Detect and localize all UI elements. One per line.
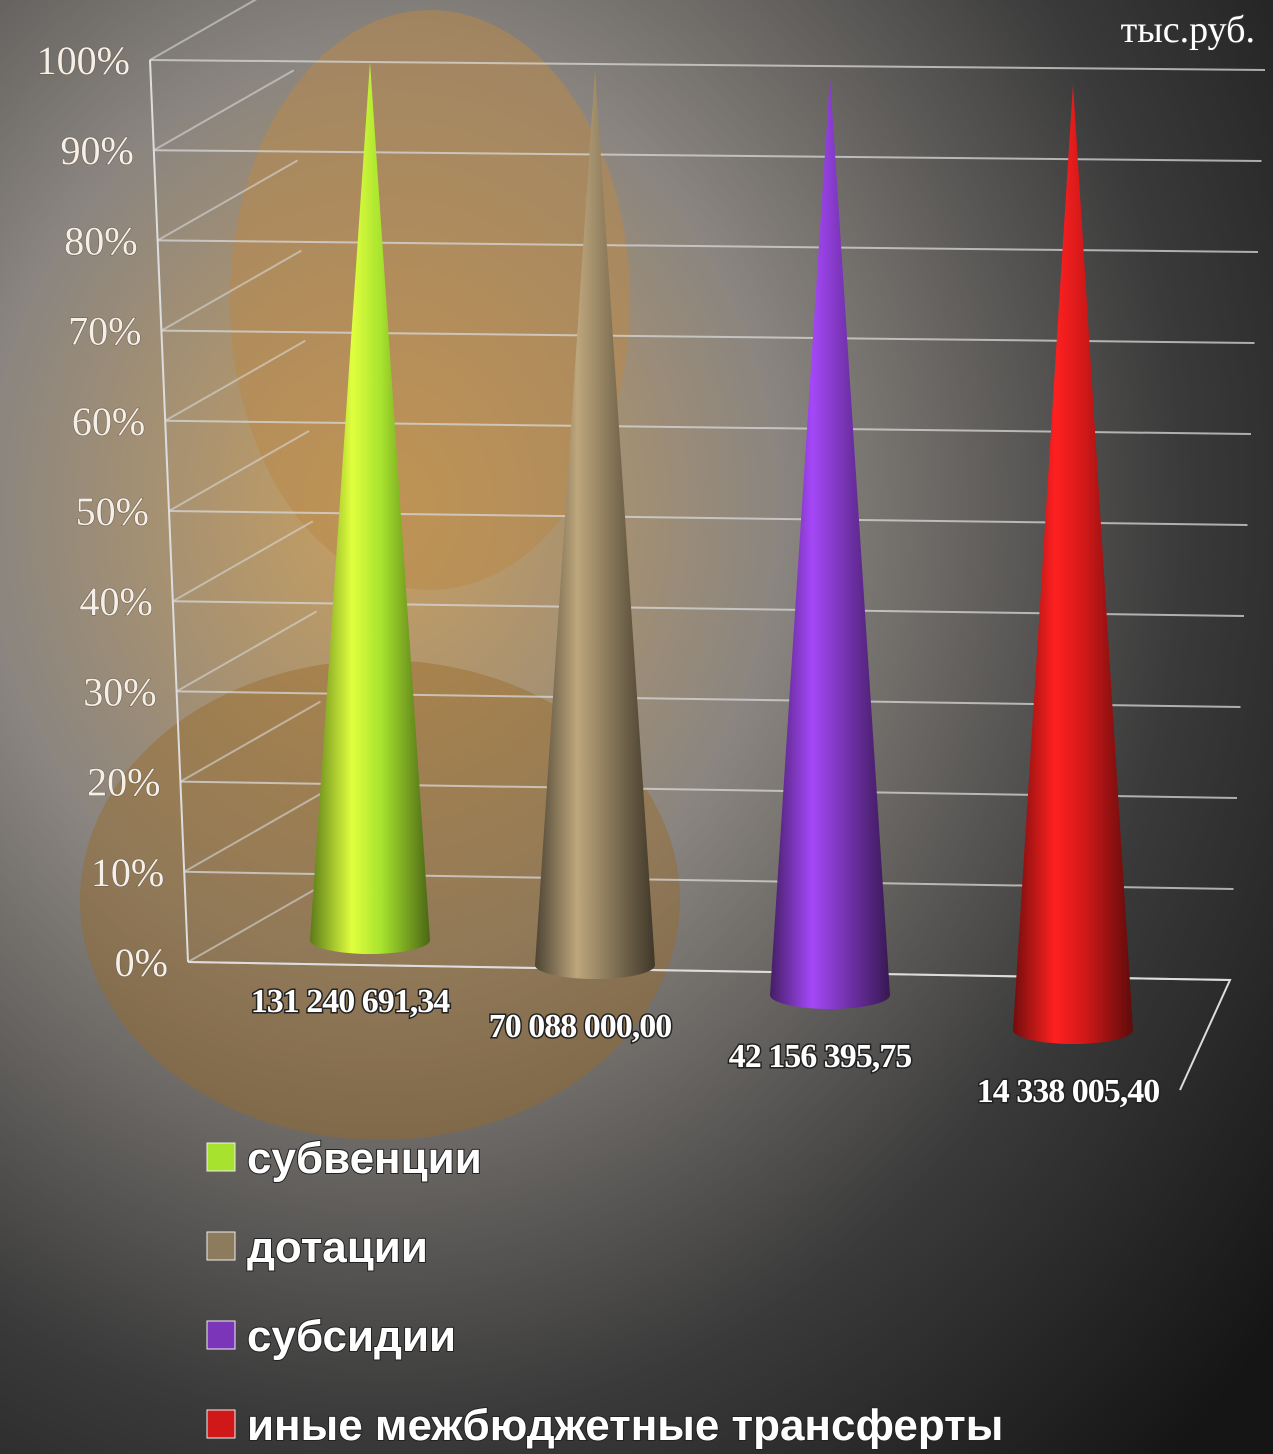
grid-line — [149, 59, 1266, 71]
floor-edge — [187, 961, 1232, 1091]
depth-line — [168, 430, 310, 512]
y-tick-label: 40% — [79, 579, 152, 624]
depth-line — [153, 69, 295, 152]
y-tick-label: 90% — [60, 128, 133, 173]
depth-line — [183, 790, 325, 873]
depth-line — [157, 159, 299, 242]
legend-swatch — [206, 1142, 236, 1172]
depth-line — [187, 881, 329, 963]
legend-label: дотации — [247, 1223, 428, 1272]
data-label: 14 338 005,40 — [977, 1073, 1160, 1110]
y-tick-label: 70% — [68, 309, 141, 354]
legend-swatch — [206, 1231, 236, 1261]
y-tick-label: 50% — [76, 489, 149, 534]
depth-line — [179, 700, 321, 783]
data-label: 42 156 395,75 — [729, 1038, 912, 1075]
cone — [770, 76, 890, 1010]
y-tick-label: 60% — [72, 399, 145, 444]
cone — [1013, 83, 1133, 1045]
data-label: 70 088 000,00 — [489, 1008, 672, 1045]
unit-note: тыс.руб. — [1121, 9, 1255, 51]
cone — [310, 61, 430, 955]
y-tick-label: 30% — [83, 669, 156, 714]
legend-label: субвенции — [247, 1134, 482, 1183]
data-label: 131 240 691,34 — [251, 983, 451, 1020]
y-tick-label: 100% — [37, 38, 130, 83]
y-tick-label: 20% — [87, 760, 160, 805]
y-tick-label: 0% — [115, 940, 168, 985]
y-tick-label: 80% — [64, 218, 137, 263]
depth-line — [172, 520, 314, 603]
depth-line — [164, 339, 306, 422]
cone — [535, 68, 655, 979]
legend-swatch — [206, 1409, 236, 1439]
legend-label: иные межбюджетные трансферты — [247, 1401, 1003, 1450]
y-tick-label: 10% — [91, 850, 164, 895]
coin-decoration — [230, 10, 630, 590]
y-axis — [149, 59, 189, 963]
depth-line — [160, 249, 302, 332]
depth-line — [176, 610, 318, 693]
legend-label: субсидии — [247, 1312, 456, 1361]
legend-swatch — [206, 1320, 236, 1350]
depth-line — [149, 0, 258, 61]
